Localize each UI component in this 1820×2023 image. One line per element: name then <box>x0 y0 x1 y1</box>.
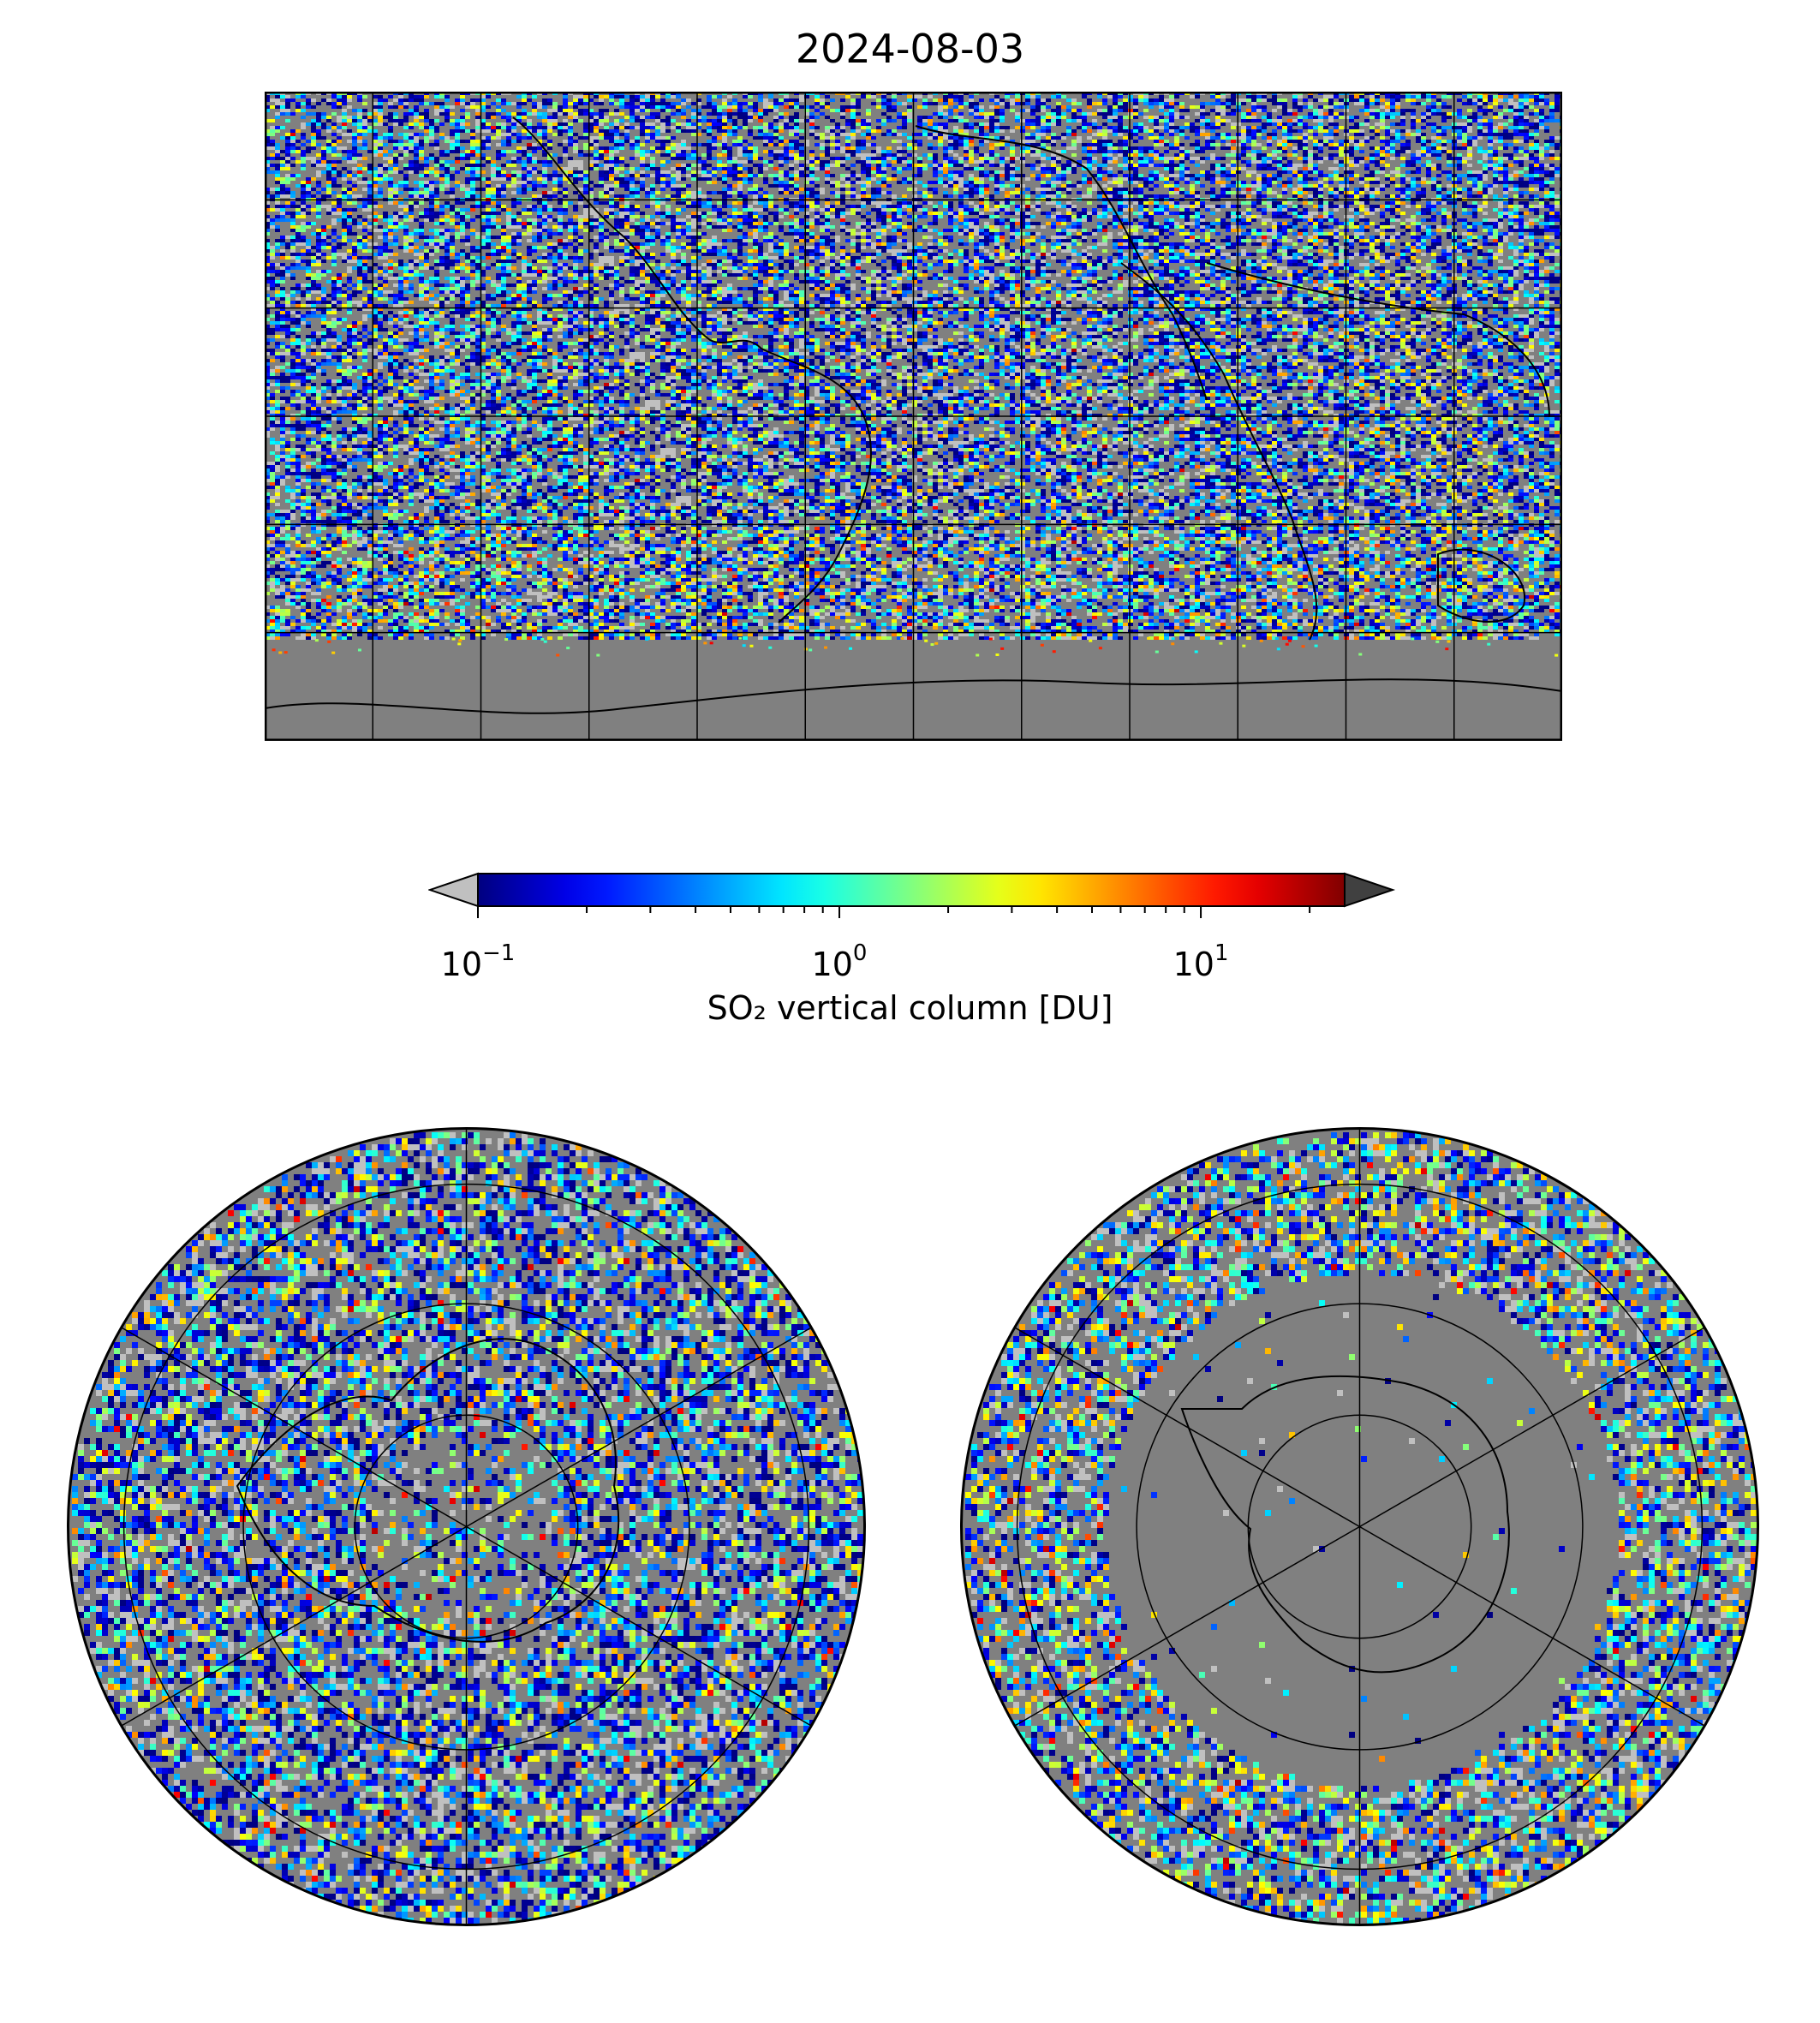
colorbar-under-extension <box>430 874 478 906</box>
colorbar-tick-label: 101 <box>1173 940 1229 983</box>
colorbar-tick-label: 100 <box>812 940 868 983</box>
figure-title: 2024-08-03 <box>0 26 1820 72</box>
colorbar-gradient <box>478 874 1345 906</box>
south-polar-map <box>959 1126 1760 1927</box>
global-map <box>265 92 1562 741</box>
colorbar-over-extension <box>1345 874 1393 906</box>
colorbar-tick-label: 10−1 <box>441 940 516 983</box>
north-polar-map <box>66 1126 867 1927</box>
colorbar-label: SO₂ vertical column [DU] <box>0 989 1820 1027</box>
